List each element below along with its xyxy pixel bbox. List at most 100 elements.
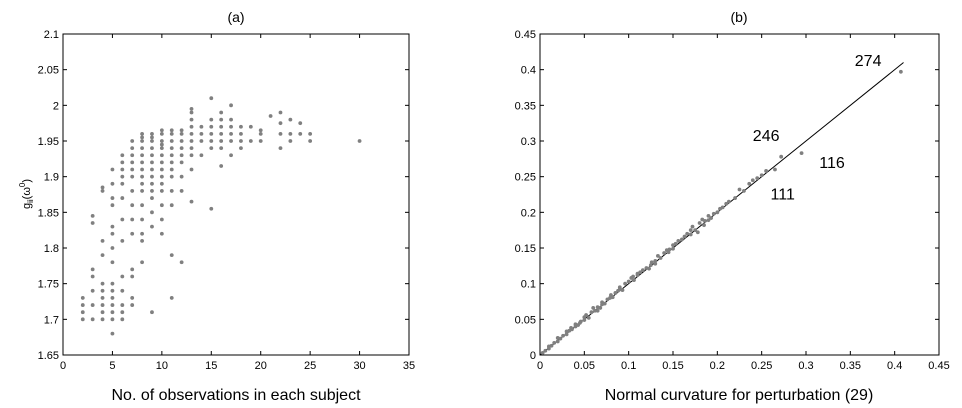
data-point (626, 279, 631, 284)
data-point (199, 124, 204, 129)
data-point (120, 288, 125, 293)
data-point (582, 315, 587, 320)
data-point (140, 131, 144, 136)
x-tick-label: 0 (537, 360, 543, 372)
data-point (150, 196, 154, 200)
x-tick-label: 10 (156, 360, 168, 372)
data-point (582, 318, 587, 322)
data-point (90, 214, 95, 218)
x-tick-label: 35 (403, 360, 415, 372)
data-point (159, 189, 164, 193)
data-point (724, 201, 729, 206)
data-point (110, 303, 115, 307)
data-point (199, 153, 204, 158)
data-point (595, 308, 600, 313)
data-point (159, 203, 164, 208)
data-point (110, 296, 115, 300)
data-point (679, 237, 684, 242)
data-point (120, 303, 125, 307)
data-point (130, 174, 135, 179)
data-point (80, 310, 85, 315)
data-point (100, 189, 105, 193)
data-point (159, 128, 164, 133)
data-point (100, 296, 105, 300)
y-tick-label: 1.65 (38, 350, 59, 362)
data-point (676, 238, 681, 243)
data-point (130, 303, 135, 307)
data-point (598, 306, 603, 310)
data-point (110, 310, 115, 315)
data-point (219, 131, 224, 136)
data-point (169, 128, 174, 133)
data-point (169, 167, 174, 172)
data-point (715, 210, 720, 215)
x-tick-label: 0.05 (574, 360, 595, 372)
data-point (110, 331, 115, 336)
chart-title-a: (a) (227, 9, 244, 25)
data-point (278, 131, 283, 136)
data-point (130, 139, 135, 143)
x-tick-label: 0.35 (840, 360, 861, 372)
data-point (110, 231, 115, 236)
annotation-label: 246 (753, 128, 780, 145)
data-point (564, 332, 569, 337)
data-point (159, 231, 164, 236)
data-point (140, 260, 144, 265)
data-point (189, 124, 194, 129)
data-point (159, 217, 164, 222)
data-point (199, 139, 204, 143)
data-point (150, 310, 154, 315)
x-axis-label-b: Normal curvature for perturbation (29) (605, 387, 874, 404)
data-point (564, 329, 569, 334)
data-point (555, 339, 560, 344)
x-axis-label-a: No. of observations in each subject (111, 387, 361, 404)
x-tick-label: 20 (255, 360, 267, 372)
annotation-label: 116 (819, 155, 845, 172)
x-tick-label: 5 (109, 360, 115, 372)
x-tick-label: 0.25 (751, 360, 772, 372)
data-point (258, 128, 263, 133)
data-point (667, 247, 672, 252)
data-point (110, 260, 115, 265)
data-point (100, 310, 105, 315)
y-tick-label: 1.8 (44, 243, 59, 255)
x-ticks-a: 0 5 10 15 20 25 30 35 (60, 34, 415, 372)
data-point (268, 114, 273, 118)
annotation-label: 274 (855, 53, 882, 70)
data-point (159, 139, 164, 143)
data-point (653, 261, 658, 266)
data-point (742, 189, 746, 193)
data-point (159, 181, 164, 186)
data-point (239, 124, 243, 129)
plot-area-a (62, 33, 410, 356)
data-point (100, 281, 105, 286)
data-point (209, 139, 214, 143)
data-point (179, 128, 184, 133)
data-point (140, 174, 144, 179)
data-point (120, 153, 125, 158)
data-point (100, 317, 105, 322)
data-point (130, 146, 135, 151)
data-point (140, 231, 144, 236)
y-tick-label: 1.7 (44, 314, 59, 326)
data-point (130, 267, 135, 272)
data-point (150, 160, 154, 165)
data-point (229, 103, 233, 108)
data-point (799, 151, 804, 156)
data-point (140, 160, 144, 165)
data-point (130, 167, 135, 172)
data-point (617, 287, 622, 292)
data-point (702, 223, 706, 228)
data-point (169, 139, 174, 143)
data-point (219, 139, 224, 143)
data-point (189, 167, 194, 172)
y-tick-label: 0.35 (515, 100, 536, 112)
data-point (179, 160, 184, 165)
data-point (239, 139, 243, 143)
data-point (609, 293, 613, 297)
data-point (90, 317, 95, 322)
data-point (248, 124, 253, 129)
data-point (647, 266, 651, 271)
x-ticks-b: 0 0.05 0.1 0.15 0.2 0.25 0.3 0.35 0.4 0.45 (537, 34, 950, 372)
data-point (219, 146, 224, 151)
